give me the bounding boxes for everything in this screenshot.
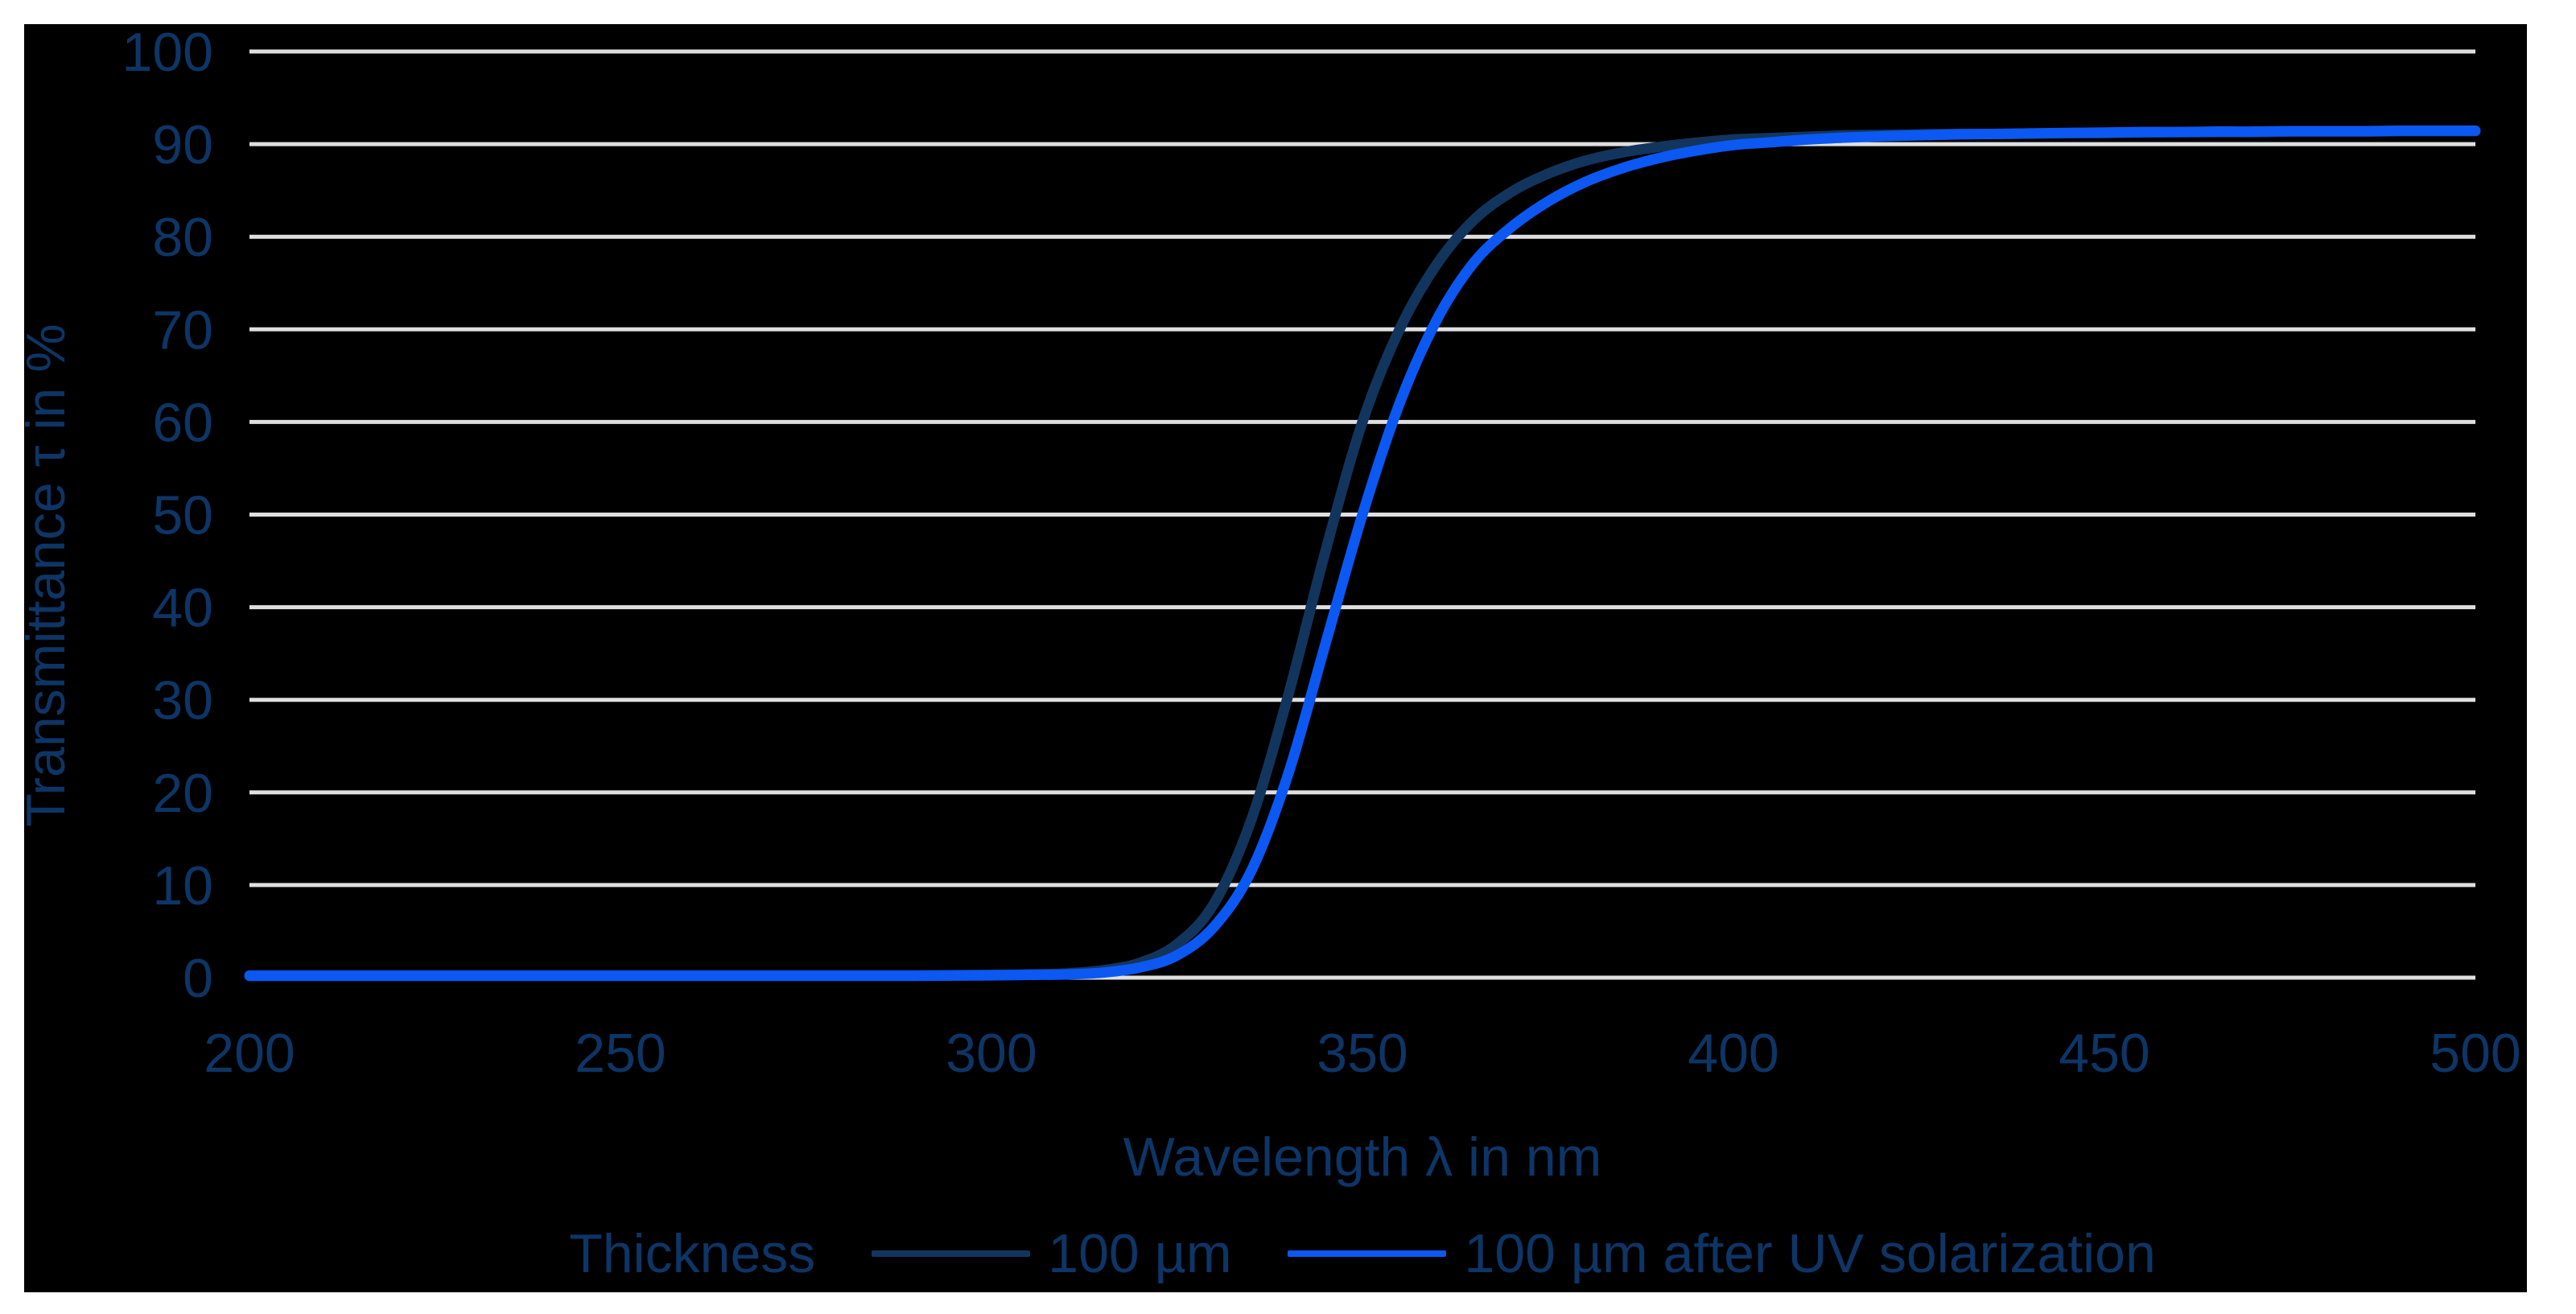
legend-item-100um: 100 µm: [872, 1222, 1231, 1285]
y-tick-label-40: 40: [152, 578, 213, 639]
legend: Thickness 100 µm 100 µm after UV solariz…: [249, 1217, 2475, 1291]
legend-label-100um-after-uv: 100 µm after UV solarization: [1464, 1223, 2156, 1284]
y-tick-label-80: 80: [152, 207, 213, 268]
legend-title: Thickness: [569, 1223, 816, 1284]
y-tick-label-10: 10: [152, 855, 213, 917]
legend-swatch-100um-after-uv: [1288, 1250, 1447, 1257]
y-tick-label-90: 90: [152, 114, 213, 175]
y-tick-label-60: 60: [152, 392, 213, 453]
legend-label-100um: 100 µm: [1048, 1223, 1232, 1284]
y-tick-label-100: 100: [122, 22, 213, 83]
gridlines: [249, 49, 2475, 980]
y-axis-title: Transmittance τ in %: [15, 323, 76, 827]
x-axis-title: Wavelength λ in nm: [1123, 1127, 1602, 1188]
x-tick-label-350: 350: [1317, 1023, 1408, 1084]
x-tick-label-450: 450: [2059, 1023, 2149, 1084]
x-tick-label-500: 500: [2430, 1023, 2520, 1084]
x-tick-label-300: 300: [946, 1023, 1037, 1084]
tick-labels: 0 10 20 30 40 50 60 70 80 90 100 200 250 300 350 400 450…: [122, 22, 2521, 1084]
y-tick-label-0: 0: [183, 948, 213, 1009]
x-tick-label-200: 200: [204, 1023, 295, 1084]
x-tick-label-400: 400: [1688, 1023, 1778, 1084]
y-tick-label-30: 30: [152, 670, 213, 731]
y-tick-label-20: 20: [152, 763, 213, 824]
x-tick-label-250: 250: [575, 1023, 666, 1084]
series-line-0: [244, 126, 2481, 981]
legend-item-100um-after-uv: 100 µm after UV solarization: [1288, 1222, 2156, 1285]
y-tick-label-50: 50: [152, 485, 213, 546]
series-line-1: [244, 125, 2481, 982]
series-lines: [244, 125, 2481, 982]
y-tick-label-70: 70: [152, 299, 213, 360]
legend-swatch-100um: [872, 1250, 1031, 1257]
